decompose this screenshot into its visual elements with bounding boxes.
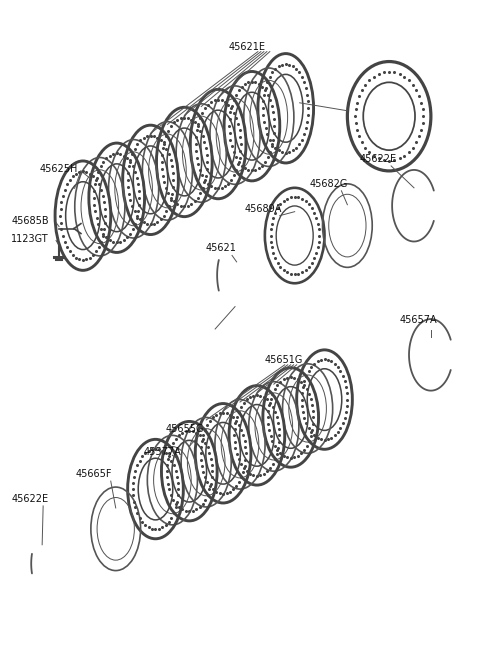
Text: 45577A: 45577A (144, 447, 181, 457)
Text: 45622E: 45622E (360, 154, 396, 164)
Text: 45655G: 45655G (166, 424, 204, 434)
Text: 45657A: 45657A (399, 315, 437, 325)
Text: 1123GT: 1123GT (12, 234, 49, 244)
Text: 45665F: 45665F (76, 469, 112, 479)
Text: 45625H: 45625H (39, 164, 78, 174)
Text: 45621E: 45621E (228, 42, 265, 52)
Text: 45689A: 45689A (245, 204, 282, 214)
Text: 45651G: 45651G (265, 355, 303, 365)
Text: 45685B: 45685B (12, 215, 49, 225)
Text: 45622E: 45622E (12, 494, 48, 504)
Text: 45621: 45621 (205, 244, 236, 253)
Text: 45682G: 45682G (310, 179, 348, 189)
